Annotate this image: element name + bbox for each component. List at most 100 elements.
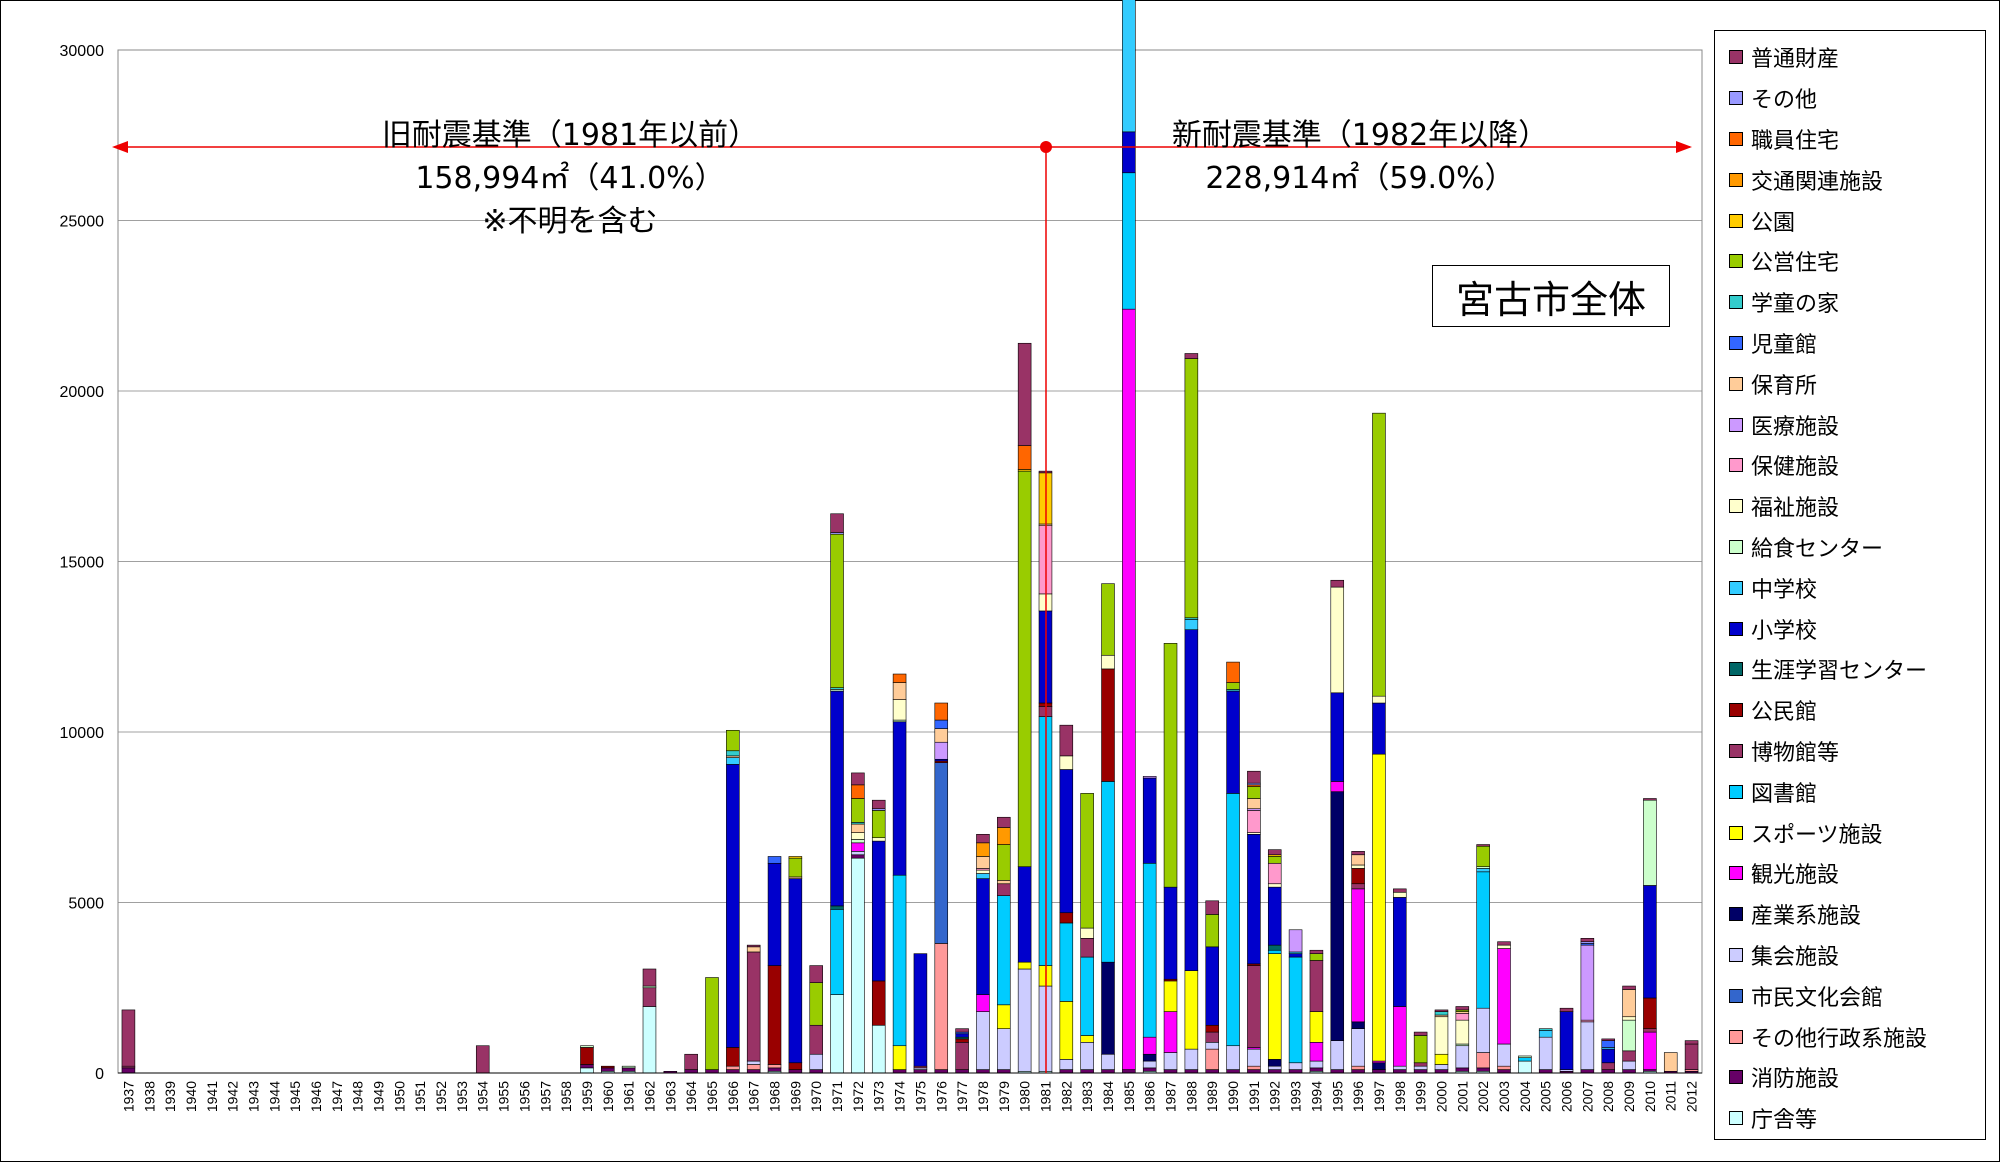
bar-segment <box>1101 781 1115 963</box>
x-tick-label: 1942 <box>225 1081 241 1112</box>
bar-segment <box>955 1033 969 1038</box>
bar-segment <box>1413 1062 1428 1067</box>
bar-segment <box>913 953 928 1067</box>
bar-segment <box>955 1038 969 1043</box>
bar-segment <box>934 702 949 721</box>
bar-segment <box>1455 1006 1470 1011</box>
bar-segment <box>1393 1006 1407 1067</box>
bar-segment <box>580 1064 594 1069</box>
bar-segment <box>1643 1028 1657 1033</box>
legend-swatch <box>1729 1070 1743 1085</box>
bar-segment <box>1518 1057 1532 1062</box>
bar-segment <box>1393 891 1407 898</box>
bar-segment <box>1247 833 1261 965</box>
bar-segment <box>809 965 823 983</box>
bar-segment <box>1163 1011 1178 1053</box>
bar-segment <box>1101 654 1115 670</box>
bar-segment <box>851 823 865 833</box>
bar-segment <box>121 1009 136 1067</box>
bar-segment <box>1267 862 1282 885</box>
bar-segment <box>976 1069 990 1074</box>
x-tick-label: 2010 <box>1642 1081 1658 1112</box>
bar-segment <box>767 856 782 864</box>
bar-segment <box>1267 953 1282 1060</box>
x-tick-label: 1982 <box>1058 1081 1074 1112</box>
bar-segment <box>1122 0 1136 133</box>
x-tick-label: 1969 <box>787 1081 803 1112</box>
bar-segment <box>580 1067 594 1074</box>
bar-segment <box>788 1069 803 1074</box>
bar-segment <box>1580 1069 1595 1074</box>
bar-segment <box>1601 1038 1615 1041</box>
legend-label: 保健施設 <box>1751 455 1840 481</box>
bar-segment <box>705 1069 719 1074</box>
y-tick-label: 25000 <box>60 214 105 231</box>
bar-segment <box>1434 1069 1449 1074</box>
bar-segment <box>892 673 907 683</box>
x-tick-label: 1962 <box>641 1081 657 1112</box>
bar-segment <box>1247 1065 1261 1070</box>
bar-segment <box>1413 1069 1428 1074</box>
bar-segment <box>871 799 886 810</box>
bar-segment <box>1101 583 1115 656</box>
bar-segment <box>976 842 990 857</box>
bar-segment <box>892 874 907 1047</box>
legend-label: 交通関連施設 <box>1751 169 1884 195</box>
legend-label: 公園 <box>1751 210 1796 236</box>
bar-segment <box>1080 1035 1094 1043</box>
bar-segment <box>934 1069 949 1074</box>
bar-segment <box>1455 1013 1470 1021</box>
bar-segment <box>1351 854 1365 866</box>
bar-segment <box>1267 1069 1282 1074</box>
bar-segment <box>892 1069 907 1074</box>
x-tick-label: 2008 <box>1600 1081 1616 1112</box>
legend-swatch <box>1729 947 1743 962</box>
bar-segment <box>1309 953 1324 961</box>
bar-segment <box>955 1069 969 1074</box>
bar-segment <box>1455 1019 1470 1045</box>
legend-label: 学童の家 <box>1751 292 1840 318</box>
x-tick-label: 1997 <box>1371 1081 1387 1112</box>
bar-segment <box>1497 944 1511 949</box>
x-tick-label: 1956 <box>516 1081 532 1112</box>
bar-segment <box>997 880 1011 885</box>
bar-segment <box>1101 1053 1115 1070</box>
x-tick-label: 1991 <box>1246 1081 1262 1112</box>
bar-segment <box>621 1067 636 1072</box>
bar-segment <box>1163 886 1178 980</box>
bar-segment <box>1309 949 1324 954</box>
legend-item: 生涯学習センター <box>1729 649 1985 690</box>
x-tick-label: 1989 <box>1204 1081 1220 1112</box>
bar-segment <box>851 851 865 856</box>
bar-segment <box>892 721 907 876</box>
legend-swatch <box>1729 1029 1743 1044</box>
y-tick-label: 5000 <box>68 896 104 913</box>
bar-segment <box>809 1053 823 1070</box>
x-tick-label: 2001 <box>1454 1081 1470 1112</box>
bar-segment <box>1267 1059 1282 1067</box>
bar-segment <box>809 982 823 1026</box>
bar-segment <box>746 1064 761 1070</box>
legend-label: 庁舎等 <box>1751 1108 1818 1134</box>
x-tick-label: 1971 <box>829 1081 845 1112</box>
bar-segment <box>1163 980 1178 1012</box>
bar-segment <box>1226 1045 1240 1070</box>
bar-segment <box>1330 586 1345 694</box>
bar-segment <box>684 1069 698 1074</box>
x-tick-label: 1947 <box>329 1081 345 1112</box>
bar-segment <box>726 764 740 1048</box>
bar-segment <box>830 994 844 1074</box>
legend-item: 普通財産 <box>1729 37 1985 78</box>
x-tick-label: 1992 <box>1267 1081 1283 1112</box>
x-tick-label: 1977 <box>954 1081 970 1112</box>
x-tick-label: 1974 <box>892 1081 908 1112</box>
bar-segment <box>997 1004 1011 1029</box>
bar-segment <box>1330 692 1345 782</box>
legend-item: 公園 <box>1729 200 1985 241</box>
bar-segment <box>1559 1007 1574 1012</box>
x-tick-label: 2012 <box>1684 1081 1700 1112</box>
bar-segment <box>851 842 865 852</box>
legend-label: 消防施設 <box>1751 1067 1840 1093</box>
legend-swatch <box>1729 703 1743 718</box>
bar-segment <box>1059 922 1074 1002</box>
